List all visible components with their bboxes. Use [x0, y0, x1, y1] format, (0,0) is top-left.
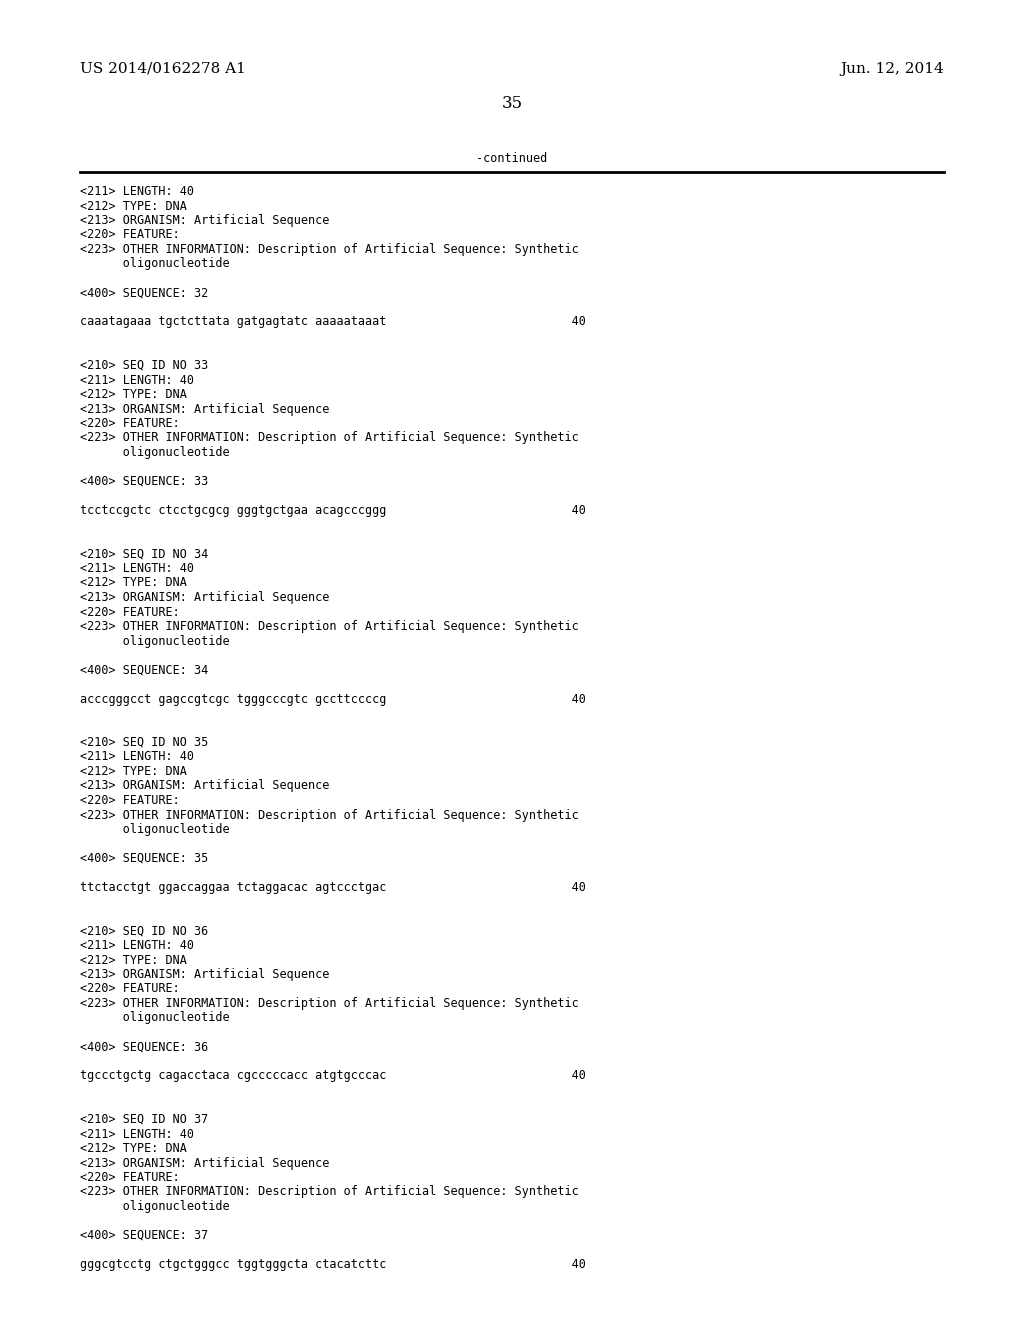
Text: <220> FEATURE:: <220> FEATURE: [80, 606, 180, 619]
Text: <400> SEQUENCE: 33: <400> SEQUENCE: 33 [80, 475, 208, 488]
Text: <213> ORGANISM: Artificial Sequence: <213> ORGANISM: Artificial Sequence [80, 780, 330, 792]
Text: <400> SEQUENCE: 35: <400> SEQUENCE: 35 [80, 851, 208, 865]
Text: <223> OTHER INFORMATION: Description of Artificial Sequence: Synthetic: <223> OTHER INFORMATION: Description of … [80, 243, 579, 256]
Text: <211> LENGTH: 40: <211> LENGTH: 40 [80, 1127, 194, 1140]
Text: <212> TYPE: DNA: <212> TYPE: DNA [80, 199, 186, 213]
Text: <210> SEQ ID NO 34: <210> SEQ ID NO 34 [80, 548, 208, 561]
Text: <211> LENGTH: 40: <211> LENGTH: 40 [80, 374, 194, 387]
Text: <223> OTHER INFORMATION: Description of Artificial Sequence: Synthetic: <223> OTHER INFORMATION: Description of … [80, 808, 579, 821]
Text: -continued: -continued [476, 152, 548, 165]
Text: <400> SEQUENCE: 36: <400> SEQUENCE: 36 [80, 1040, 208, 1053]
Text: <223> OTHER INFORMATION: Description of Artificial Sequence: Synthetic: <223> OTHER INFORMATION: Description of … [80, 997, 579, 1010]
Text: oligonucleotide: oligonucleotide [80, 1011, 229, 1024]
Text: <210> SEQ ID NO 36: <210> SEQ ID NO 36 [80, 924, 208, 937]
Text: ttctacctgt ggaccaggaa tctaggacac agtccctgac                          40: ttctacctgt ggaccaggaa tctaggacac agtccct… [80, 880, 586, 894]
Text: <210> SEQ ID NO 35: <210> SEQ ID NO 35 [80, 737, 208, 748]
Text: <220> FEATURE:: <220> FEATURE: [80, 228, 180, 242]
Text: caaatagaaa tgctcttata gatgagtatc aaaaataaat                          40: caaatagaaa tgctcttata gatgagtatc aaaaata… [80, 315, 586, 329]
Text: 35: 35 [502, 95, 522, 112]
Text: tcctccgctc ctcctgcgcg gggtgctgaa acagcccggg                          40: tcctccgctc ctcctgcgcg gggtgctgaa acagccc… [80, 504, 586, 517]
Text: oligonucleotide: oligonucleotide [80, 257, 229, 271]
Text: tgccctgctg cagacctaca cgcccccacc atgtgcccac                          40: tgccctgctg cagacctaca cgcccccacc atgtgcc… [80, 1069, 586, 1082]
Text: Jun. 12, 2014: Jun. 12, 2014 [841, 62, 944, 77]
Text: <210> SEQ ID NO 37: <210> SEQ ID NO 37 [80, 1113, 208, 1126]
Text: <213> ORGANISM: Artificial Sequence: <213> ORGANISM: Artificial Sequence [80, 1156, 330, 1170]
Text: acccgggcct gagccgtcgc tgggcccgtc gccttccccg                          40: acccgggcct gagccgtcgc tgggcccgtc gccttcc… [80, 693, 586, 705]
Text: <213> ORGANISM: Artificial Sequence: <213> ORGANISM: Artificial Sequence [80, 968, 330, 981]
Text: US 2014/0162278 A1: US 2014/0162278 A1 [80, 62, 246, 77]
Text: oligonucleotide: oligonucleotide [80, 446, 229, 459]
Text: <213> ORGANISM: Artificial Sequence: <213> ORGANISM: Artificial Sequence [80, 214, 330, 227]
Text: <223> OTHER INFORMATION: Description of Artificial Sequence: Synthetic: <223> OTHER INFORMATION: Description of … [80, 1185, 579, 1199]
Text: oligonucleotide: oligonucleotide [80, 1200, 229, 1213]
Text: oligonucleotide: oligonucleotide [80, 635, 229, 648]
Text: <212> TYPE: DNA: <212> TYPE: DNA [80, 953, 186, 966]
Text: <220> FEATURE:: <220> FEATURE: [80, 795, 180, 807]
Text: <211> LENGTH: 40: <211> LENGTH: 40 [80, 562, 194, 576]
Text: <211> LENGTH: 40: <211> LENGTH: 40 [80, 185, 194, 198]
Text: <220> FEATURE:: <220> FEATURE: [80, 1171, 180, 1184]
Text: <212> TYPE: DNA: <212> TYPE: DNA [80, 577, 186, 590]
Text: <211> LENGTH: 40: <211> LENGTH: 40 [80, 939, 194, 952]
Text: <223> OTHER INFORMATION: Description of Artificial Sequence: Synthetic: <223> OTHER INFORMATION: Description of … [80, 620, 579, 634]
Text: <400> SEQUENCE: 34: <400> SEQUENCE: 34 [80, 664, 208, 676]
Text: <212> TYPE: DNA: <212> TYPE: DNA [80, 766, 186, 777]
Text: <213> ORGANISM: Artificial Sequence: <213> ORGANISM: Artificial Sequence [80, 591, 330, 605]
Text: <212> TYPE: DNA: <212> TYPE: DNA [80, 388, 186, 401]
Text: <220> FEATURE:: <220> FEATURE: [80, 417, 180, 430]
Text: <211> LENGTH: 40: <211> LENGTH: 40 [80, 751, 194, 763]
Text: <223> OTHER INFORMATION: Description of Artificial Sequence: Synthetic: <223> OTHER INFORMATION: Description of … [80, 432, 579, 445]
Text: oligonucleotide: oligonucleotide [80, 822, 229, 836]
Text: gggcgtcctg ctgctgggcc tggtgggcta ctacatcttc                          40: gggcgtcctg ctgctgggcc tggtgggcta ctacatc… [80, 1258, 586, 1271]
Text: <210> SEQ ID NO 33: <210> SEQ ID NO 33 [80, 359, 208, 372]
Text: <212> TYPE: DNA: <212> TYPE: DNA [80, 1142, 186, 1155]
Text: <400> SEQUENCE: 32: <400> SEQUENCE: 32 [80, 286, 208, 300]
Text: <400> SEQUENCE: 37: <400> SEQUENCE: 37 [80, 1229, 208, 1242]
Text: <220> FEATURE:: <220> FEATURE: [80, 982, 180, 995]
Text: <213> ORGANISM: Artificial Sequence: <213> ORGANISM: Artificial Sequence [80, 403, 330, 416]
